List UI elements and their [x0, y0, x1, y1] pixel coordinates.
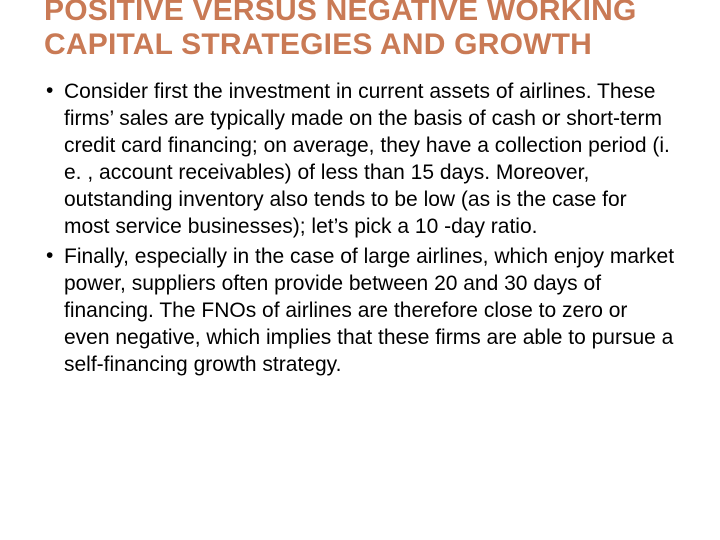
list-item: Consider first the investment in current…	[44, 79, 676, 240]
slide-title: POSITIVE VERSUS NEGATIVE WORKING CAPITAL…	[44, 0, 676, 61]
slide: POSITIVE VERSUS NEGATIVE WORKING CAPITAL…	[0, 0, 720, 534]
bullet-text: Finally, especially in the case of large…	[64, 245, 674, 376]
bullet-text: Consider first the investment in current…	[64, 80, 670, 237]
bullet-list: Consider first the investment in current…	[44, 79, 676, 379]
list-item: Finally, especially in the case of large…	[44, 244, 676, 378]
